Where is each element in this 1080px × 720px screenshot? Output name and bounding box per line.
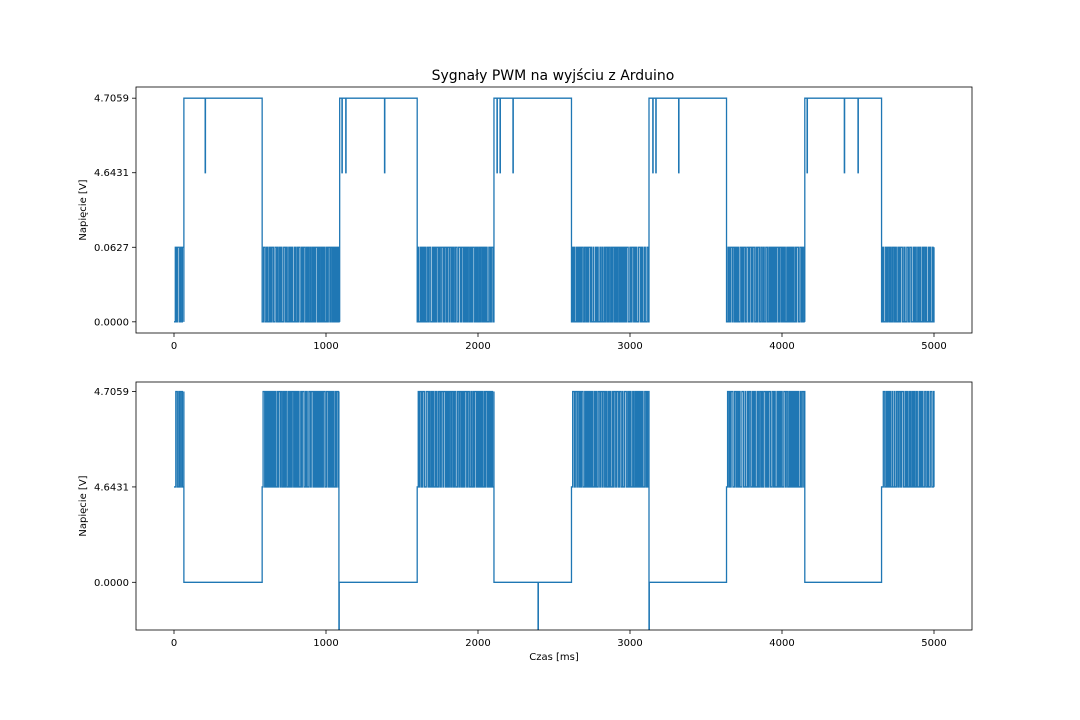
x-tick-label: 5000 — [921, 341, 946, 352]
x-tick-label: 1000 — [313, 638, 338, 649]
y-tick-label: 0.0627 — [94, 243, 129, 254]
axes-frame — [135, 86, 973, 334]
x-tick-label: 2000 — [465, 638, 490, 649]
bottom-panel: 0 1000 2000 3000 4000 5000 0.0000 4.6431 4.7059 N… — [78, 381, 973, 663]
x-tick-label: 0 — [171, 638, 177, 649]
x-axis-label: Czas [ms] — [529, 652, 579, 663]
x-tick-label: 3000 — [617, 341, 642, 352]
y-tick-label: 0.0000 — [94, 317, 129, 328]
y-tick-label: 4.6431 — [94, 482, 129, 493]
y-tick-label: 4.7059 — [94, 94, 129, 105]
top-panel: 0 1000 2000 3000 4000 5000 0.0000 0.0627 4.6431 4… — [78, 86, 973, 352]
x-tick-label: 3000 — [617, 638, 642, 649]
x-tick-label: 2000 — [465, 341, 490, 352]
series-line — [174, 97, 935, 323]
x-tick-label: 0 — [171, 341, 177, 352]
y-tick-label: 0.0000 — [94, 578, 129, 589]
x-tick-label: 1000 — [313, 341, 338, 352]
y-axis-label: Napięcie [V] — [78, 475, 89, 536]
y-axis-label: Napięcie [V] — [78, 179, 89, 240]
series-line — [174, 390, 935, 630]
axes-frame — [135, 381, 973, 631]
y-tick-label: 4.6431 — [94, 168, 129, 179]
y-tick-label: 4.7059 — [94, 387, 129, 398]
figure-title: Sygnały PWM na wyjściu z Arduino — [432, 68, 675, 84]
x-tick-label: 5000 — [921, 638, 946, 649]
x-tick-label: 4000 — [769, 341, 794, 352]
x-tick-label: 4000 — [769, 638, 794, 649]
